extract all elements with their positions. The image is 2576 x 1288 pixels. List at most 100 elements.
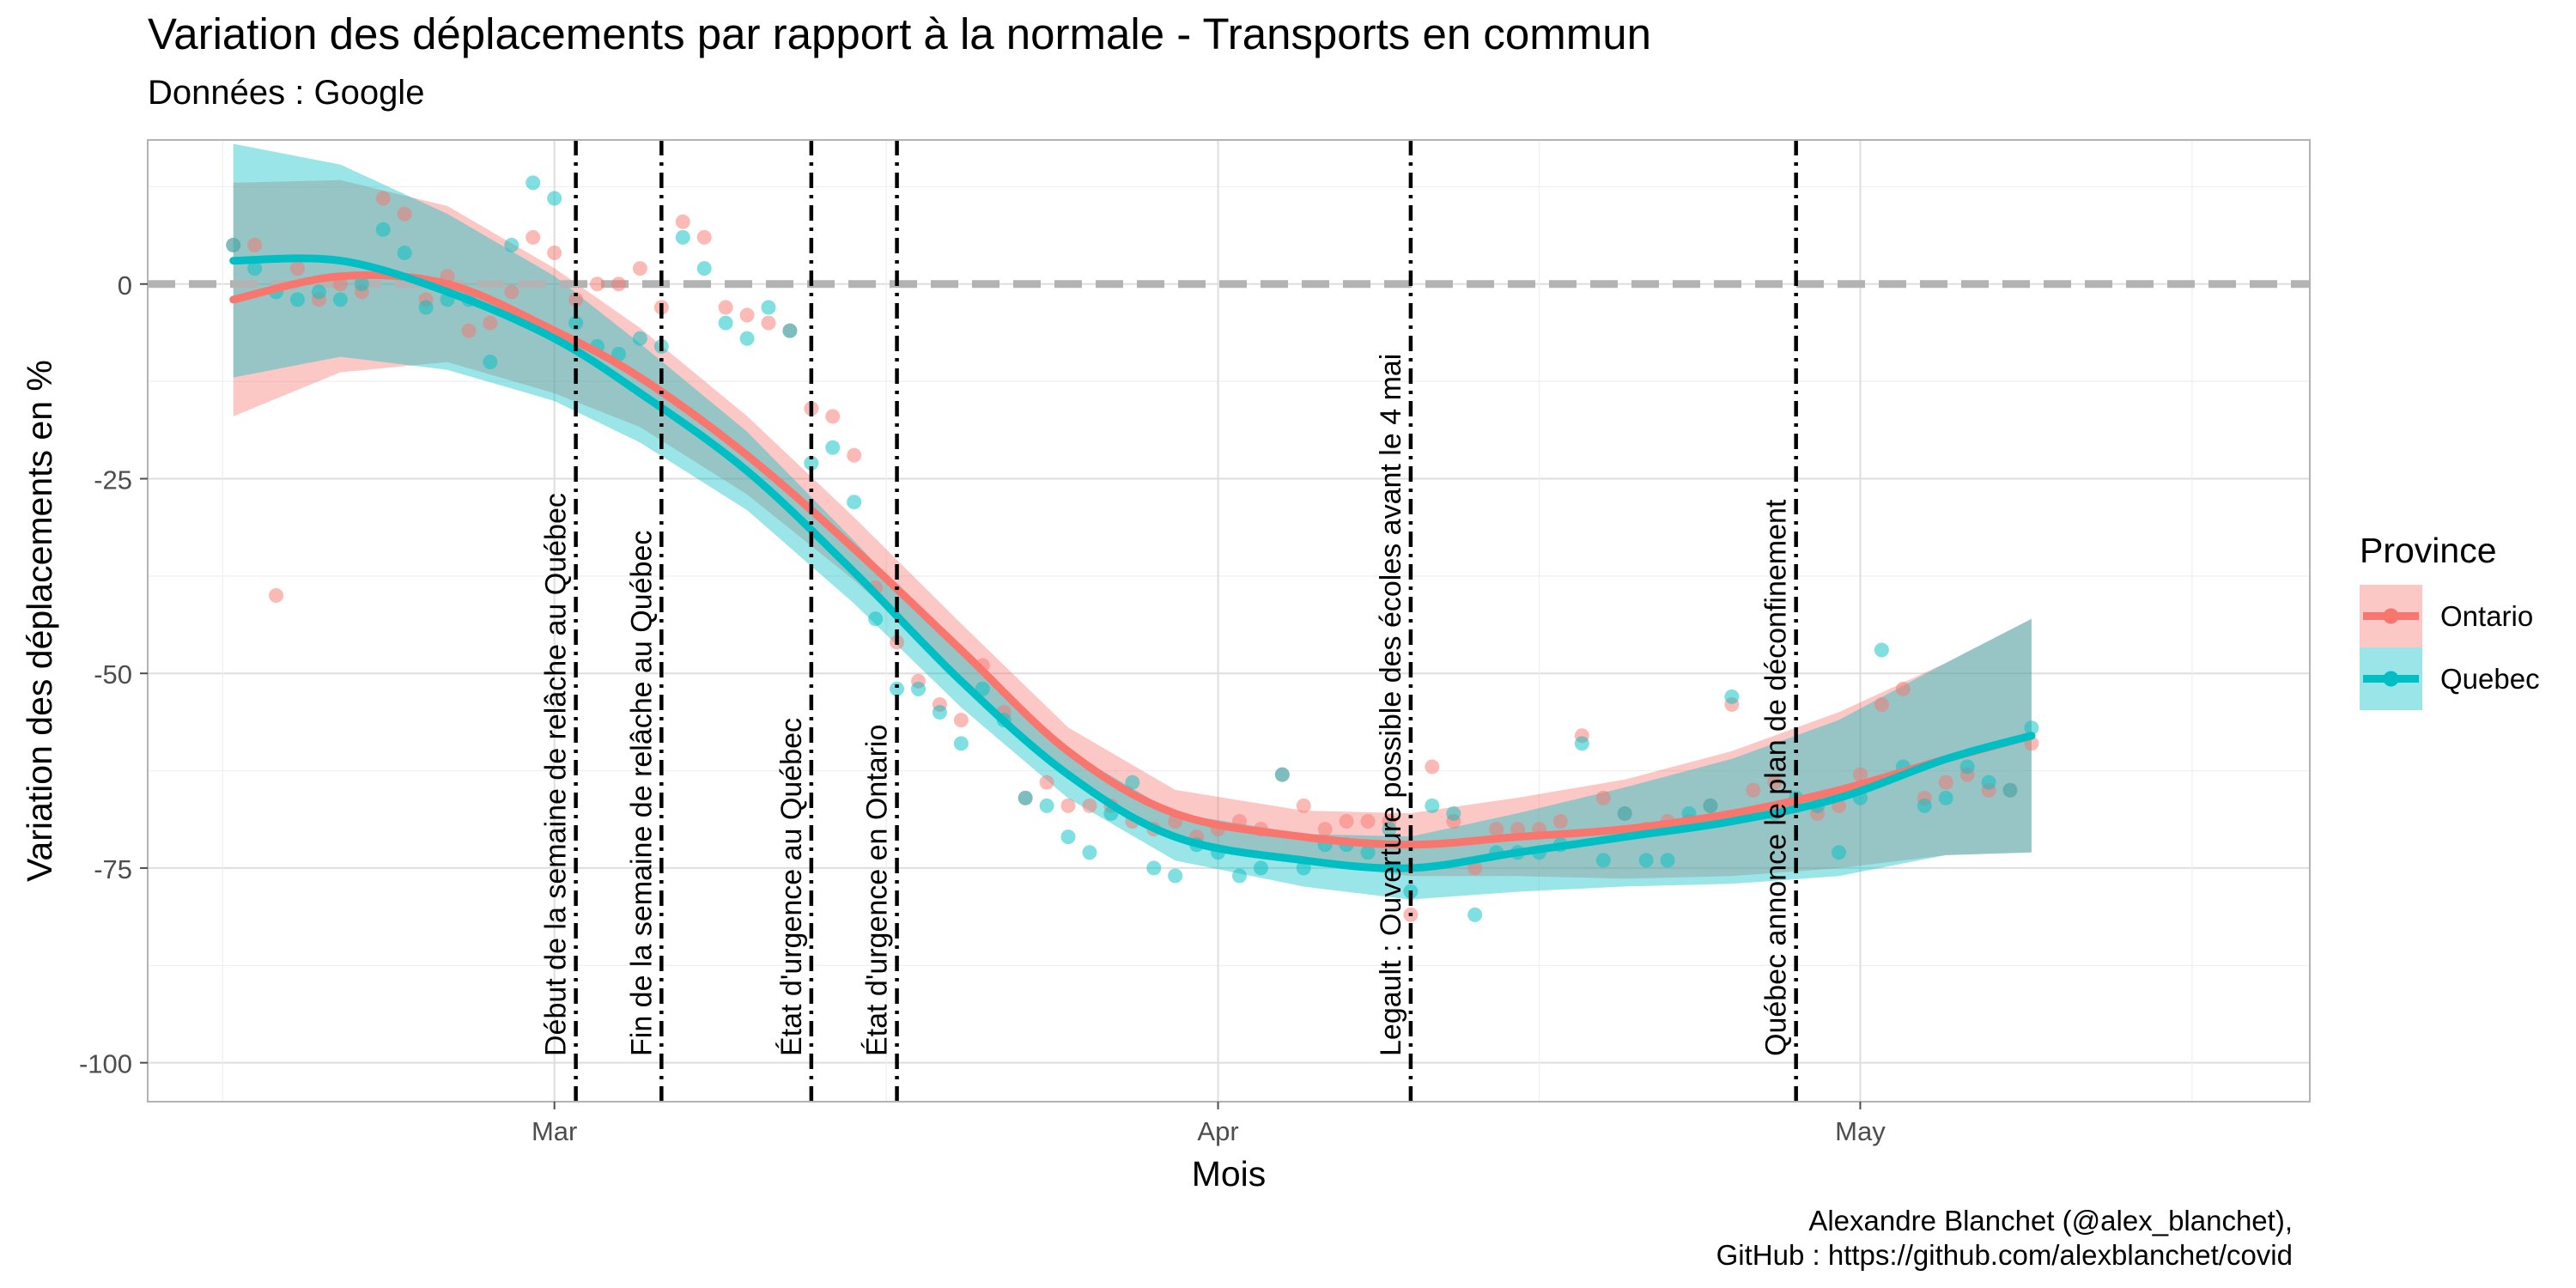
data-point-ontario: [526, 229, 541, 245]
data-point-ontario: [1767, 775, 1783, 790]
data-point-quebec: [397, 245, 412, 260]
data-point-ontario: [1425, 759, 1440, 775]
data-point-quebec: [718, 315, 733, 331]
data-point-ontario: [461, 323, 477, 338]
data-point-quebec: [1981, 775, 1996, 790]
y-tick-label: -50: [94, 659, 132, 690]
data-point-quebec: [1018, 790, 1033, 805]
data-point-ontario: [290, 261, 306, 276]
data-point-quebec: [1938, 790, 1953, 805]
data-point-quebec: [1638, 853, 1654, 868]
data-point-ontario: [1317, 822, 1333, 837]
data-point-quebec: [953, 736, 969, 751]
plot-border: [147, 139, 2311, 1103]
data-point-ontario: [1852, 767, 1868, 782]
data-point-ontario: [247, 237, 263, 252]
caption: Alexandre Blanchet (@alex_blanchet), Git…: [1716, 1204, 2293, 1273]
trend-line-quebec: [229, 254, 2036, 872]
x-axis-label: Mois: [1192, 1154, 1267, 1194]
data-point-quebec: [1146, 860, 1162, 876]
data-point-ontario: [397, 206, 412, 222]
data-point-ontario: [269, 588, 284, 604]
data-point-ontario: [1339, 814, 1354, 829]
data-point-ontario: [1595, 790, 1611, 805]
data-point-ontario: [675, 214, 690, 229]
data-point-ontario: [953, 713, 969, 728]
data-point-ontario: [718, 300, 733, 315]
y-tick-label: -25: [94, 465, 132, 495]
data-point-quebec: [2024, 720, 2039, 736]
data-point-quebec: [782, 323, 798, 338]
event-markers: Début de la semaine de relâche au Québec…: [540, 140, 1798, 1102]
data-point-quebec: [1425, 798, 1440, 813]
data-point-quebec: [1360, 845, 1376, 860]
data-point-quebec: [1082, 845, 1097, 860]
y-axis-label: Variation des déplacements en %: [20, 360, 59, 882]
data-point-quebec: [311, 284, 326, 300]
legend-point: [2383, 671, 2399, 687]
data-point-ontario: [1467, 860, 1483, 876]
data-point-quebec: [1467, 907, 1483, 922]
data-point-ontario: [1938, 775, 1953, 790]
legend-point: [2383, 608, 2399, 624]
data-point-ontario: [696, 229, 712, 245]
data-point-ontario: [825, 409, 841, 424]
data-point-ontario: [1039, 775, 1054, 790]
caption-line-1: Alexandre Blanchet (@alex_blanchet),: [1808, 1205, 2293, 1236]
data-point-quebec: [526, 175, 541, 191]
y-tick-label: -75: [94, 854, 132, 884]
event-label: Québec annonce le plan de déconfinement: [1760, 499, 1793, 1056]
grid: [148, 140, 2310, 1102]
data-point-quebec: [247, 261, 263, 276]
trend-lines: [229, 254, 2036, 872]
data-point-quebec: [1231, 868, 1247, 884]
data-point-ontario: [568, 292, 584, 307]
data-point-quebec: [1832, 845, 1847, 860]
data-point-quebec: [1917, 798, 1932, 813]
confidence-bands: [233, 143, 2032, 900]
data-point-quebec: [1703, 798, 1718, 813]
data-point-ontario: [1489, 822, 1504, 837]
data-point-ontario: [590, 276, 605, 292]
data-point-quebec: [547, 191, 562, 206]
event-label: État d'urgence en Ontario: [861, 725, 894, 1056]
data-point-quebec: [1039, 798, 1054, 813]
confidence-band-ontario: [233, 179, 2032, 879]
data-point-quebec: [932, 705, 947, 720]
data-point-quebec: [2002, 782, 2018, 798]
y-tick-label: -100: [79, 1049, 132, 1079]
data-point-quebec: [825, 440, 841, 455]
data-point-ontario: [632, 261, 647, 276]
data-point-quebec: [504, 237, 519, 252]
trend-line-ontario: [229, 270, 2036, 849]
data-point-quebec: [739, 331, 755, 346]
data-point-quebec: [1574, 736, 1589, 751]
event-label: Début de la semaine de relâche au Québec: [540, 493, 573, 1056]
data-point-quebec: [890, 681, 905, 696]
data-point-quebec: [847, 495, 862, 510]
y-tick-label: 0: [118, 270, 132, 301]
data-point-ontario: [847, 447, 862, 463]
event-label: Fin de la semaine de relâche au Québec: [625, 531, 658, 1056]
data-point-quebec: [1724, 689, 1740, 704]
data-point-quebec: [675, 229, 690, 245]
data-point-quebec: [868, 611, 884, 627]
x-tick-label: Mar: [532, 1116, 577, 1146]
data-point-quebec: [568, 315, 584, 331]
data-point-quebec: [1959, 759, 1975, 775]
x-tick-label: Apr: [1197, 1116, 1238, 1146]
data-point-ontario: [1360, 814, 1376, 829]
data-point-ontario: [611, 276, 626, 292]
data-point-ontario: [547, 245, 562, 260]
legend: Province Ontario Quebec: [2360, 531, 2540, 710]
data-point-ontario: [1082, 798, 1097, 813]
data-point-quebec: [483, 354, 498, 369]
data-point-quebec: [1125, 775, 1140, 790]
data-point-quebec: [290, 292, 306, 307]
data-point-quebec: [632, 331, 647, 346]
event-label: État d'urgence au Québec: [775, 718, 808, 1056]
data-point-quebec: [1446, 805, 1461, 821]
data-point-quebec: [761, 300, 776, 315]
data-point-quebec: [804, 455, 819, 471]
caption-line-2: GitHub : https://github.com/alexblanchet…: [1716, 1239, 2293, 1271]
